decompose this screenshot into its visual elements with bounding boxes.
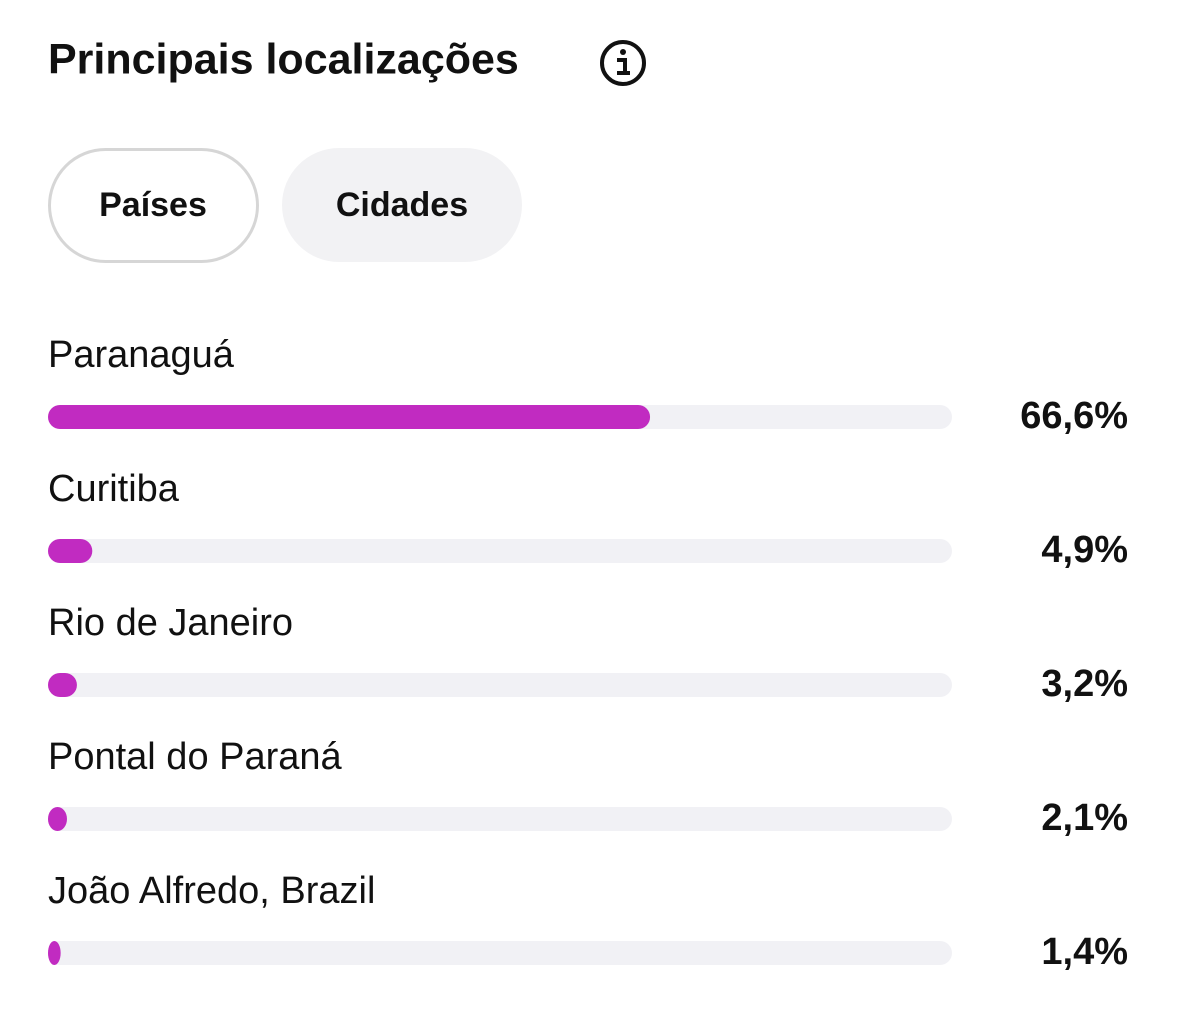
bar	[48, 539, 93, 563]
bar-track	[48, 539, 952, 563]
value-label: 66,6%	[1020, 395, 1128, 437]
category-label: Rio de Janeiro	[48, 602, 293, 644]
category-label: Paranaguá	[48, 334, 235, 376]
tab-button[interactable]	[48, 148, 259, 263]
category-label: Curitiba	[48, 468, 180, 510]
value-label: 3,2%	[1041, 663, 1128, 705]
bar-track	[48, 673, 952, 697]
bar	[48, 405, 651, 429]
bar-track	[48, 941, 952, 965]
tab-label[interactable]: Cidades	[336, 186, 468, 224]
tab-label[interactable]: Países	[99, 186, 207, 224]
bar	[48, 673, 77, 697]
bar	[48, 807, 67, 831]
bar	[48, 941, 61, 965]
value-label: 2,1%	[1041, 797, 1128, 839]
tab-button[interactable]	[282, 148, 522, 262]
title: Principais localizações	[48, 35, 519, 83]
value-label: 4,9%	[1041, 529, 1128, 571]
info-icon[interactable]	[600, 40, 646, 86]
category-label: Pontal do Paraná	[48, 736, 343, 778]
value-label: 1,4%	[1041, 931, 1128, 973]
bar-track	[48, 807, 952, 831]
category-label: João Alfredo, Brazil	[48, 870, 375, 912]
